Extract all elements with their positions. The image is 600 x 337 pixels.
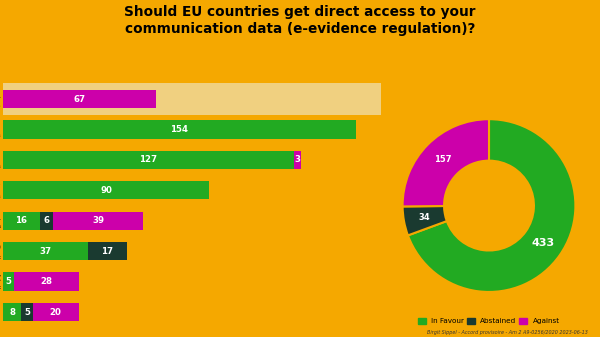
Text: 67: 67 [74,95,86,103]
Bar [14,273,79,291]
Text: Non Affiliated: Non Affiliated [0,315,1,320]
Bar [3,273,14,291]
Text: 39: 39 [92,216,104,225]
Bar [22,303,33,321]
Text: 34: 34 [419,213,430,222]
Text: Socialists and Democrats: Socialists and Democrats [0,163,1,168]
Text: 28: 28 [41,277,53,286]
Bar [88,242,127,260]
Text: 6: 6 [44,216,50,225]
Text: 5: 5 [24,308,30,316]
Text: ID: ID [0,243,1,252]
Text: 5: 5 [6,277,11,286]
Text: S&D: S&D [0,151,1,161]
FancyBboxPatch shape [2,83,382,115]
Bar [3,120,356,139]
Text: Christian Democrats: Christian Democrats [0,133,1,138]
Text: 37: 37 [40,247,52,256]
Text: 20: 20 [50,308,62,316]
Bar [3,151,294,169]
Bar [3,242,88,260]
Text: 16: 16 [16,216,28,225]
Bar [33,303,79,321]
Text: Far Right: Far Right [0,255,1,260]
Bar [294,151,301,169]
Bar [3,212,40,230]
Text: 154: 154 [170,125,188,134]
Text: Birgit Sippel - Accord provisoire - Am 2 A9-0256/2020 2023-06-13: Birgit Sippel - Accord provisoire - Am 2… [427,330,588,335]
Text: Should EU countries get direct access to your
communication data (e-evidence reg: Should EU countries get direct access to… [124,5,476,36]
Text: 157: 157 [434,155,451,164]
Bar [3,303,22,321]
Bar [40,212,53,230]
Text: Greens, Regionalists, and Pirates: Greens, Regionalists, and Pirates [0,103,1,108]
Text: The Left: The Left [0,273,1,283]
Text: 3: 3 [295,155,301,164]
Text: NA: NA [0,303,1,313]
Text: 127: 127 [139,155,158,164]
Bar [53,212,143,230]
Bar [3,90,157,108]
Text: 8: 8 [9,308,15,316]
Text: European Left/Nordic Green Left: European Left/Nordic Green Left [0,285,1,290]
Text: Renew: Renew [0,182,1,192]
Text: Greens/EFA: Greens/EFA [0,90,1,100]
Text: 90: 90 [100,186,112,195]
Text: Liberals: Liberals [0,194,1,199]
Text: 17: 17 [101,247,113,256]
Wedge shape [403,119,489,207]
Wedge shape [408,119,575,292]
Legend: In Favour, Abstained, Against: In Favour, Abstained, Against [416,315,562,327]
Text: 433: 433 [531,238,554,248]
Text: EPP: EPP [0,121,1,131]
Bar [3,181,209,200]
Text: National Conservatives: National Conservatives [0,224,1,229]
Wedge shape [403,206,447,235]
Text: ECR: ECR [0,212,1,222]
